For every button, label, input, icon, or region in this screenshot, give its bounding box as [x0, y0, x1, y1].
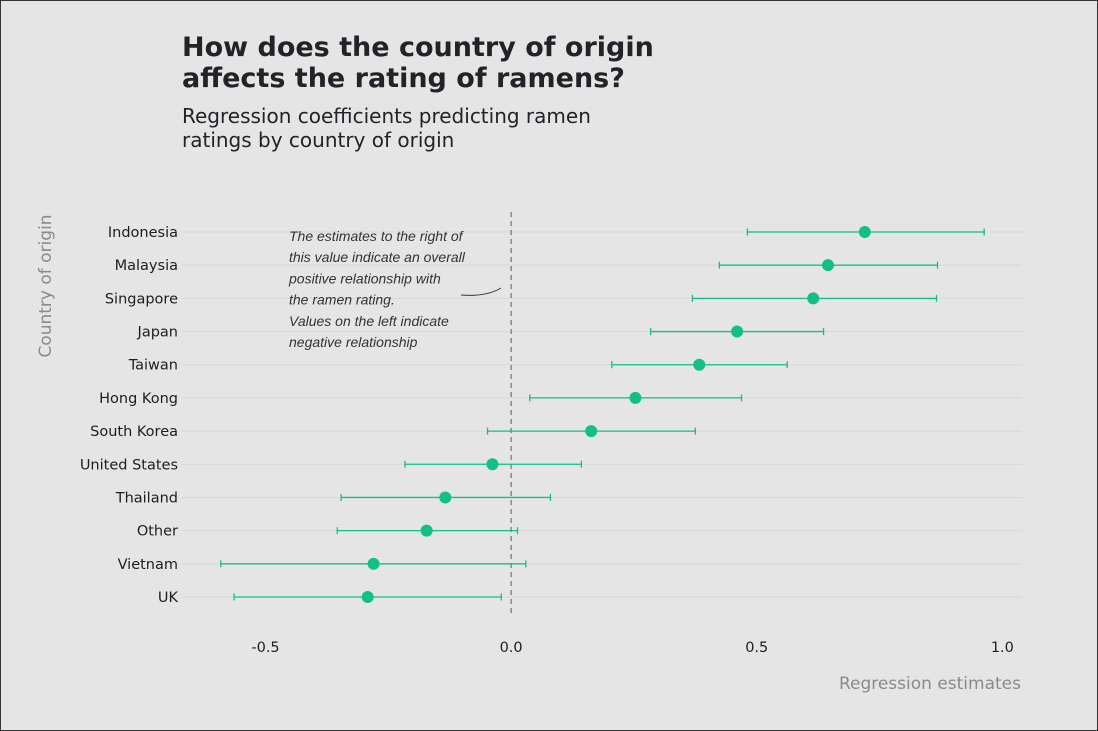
estimate-point — [858, 226, 871, 238]
estimate-point — [486, 458, 499, 471]
y-tick-label: Vietnam — [118, 557, 178, 573]
x-axis-title: Regression estimates — [839, 674, 1021, 694]
estimate-point — [439, 491, 452, 504]
annotation: The estimates to the right of this value … — [288, 228, 466, 350]
x-tick-label: -0.5 — [251, 640, 279, 656]
annotation-line: negative relationship — [289, 334, 418, 350]
estimate-point — [367, 557, 380, 570]
y-tick-label: Hong Kong — [99, 391, 178, 407]
estimate-point — [693, 358, 706, 371]
x-tick-label: 0.5 — [745, 640, 768, 656]
y-tick-label: Japan — [137, 325, 178, 341]
y-tick-label: South Korea — [90, 424, 178, 440]
y-tick-labels: Indonesia Malaysia Singapore Japan Taiwan Hon… — [80, 225, 179, 606]
annotation-line: positive relationship with — [288, 270, 441, 286]
estimate-points — [361, 226, 871, 603]
y-tick-label: Indonesia — [108, 225, 178, 241]
x-tick-label: 1.0 — [991, 640, 1014, 656]
estimate-point — [420, 524, 433, 537]
estimate-point — [585, 425, 598, 438]
chart-subtitle: Regression coefficients predicting ramen… — [182, 104, 591, 152]
estimate-point — [629, 391, 642, 404]
annotation-line: this value indicate an overall — [289, 249, 466, 265]
estimate-point — [361, 591, 374, 603]
annotation-line: The estimates to the right of — [289, 228, 465, 244]
annotation-line: Values on the left indicate — [289, 313, 449, 329]
y-tick-label: Thailand — [115, 490, 178, 506]
y-tick-label: Singapore — [105, 291, 178, 307]
x-tick-labels: -0.5 0.0 0.5 1.0 — [251, 640, 1014, 656]
x-tick-label: 0.0 — [500, 640, 523, 656]
gridlines — [182, 231, 1022, 598]
annotation-line: the ramen rating. — [289, 292, 395, 308]
y-axis-title: Country of origin — [36, 214, 56, 357]
chart-title: How does the country of origin affects t… — [182, 32, 654, 94]
annotation-arrow — [460, 287, 502, 296]
y-tick-label: UK — [158, 590, 179, 606]
y-tick-label: United States — [80, 457, 178, 473]
y-tick-label: Other — [137, 524, 178, 540]
estimate-point — [821, 259, 834, 272]
estimate-point — [807, 292, 820, 305]
y-tick-label: Malaysia — [115, 258, 178, 274]
y-tick-label: Taiwan — [128, 358, 178, 374]
estimate-point — [731, 325, 744, 338]
